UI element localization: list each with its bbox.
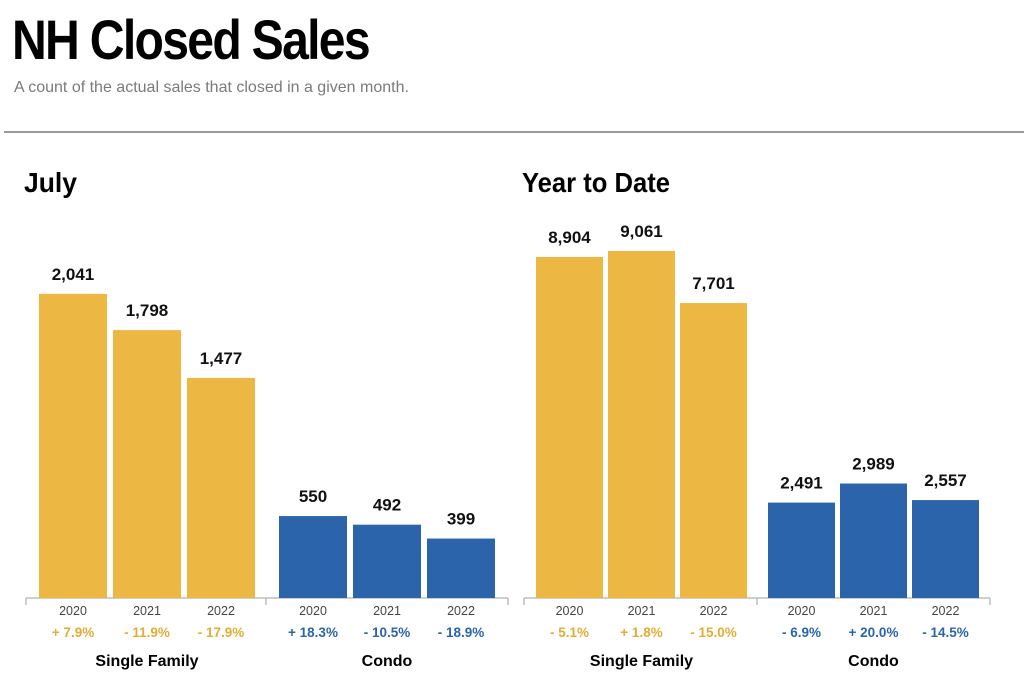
ytd-condo-year-label: 2020	[788, 604, 816, 618]
july-condo-value-label: 550	[299, 487, 327, 506]
july-single-family-year-label: 2021	[133, 604, 161, 618]
july-condo-value-label: 399	[447, 510, 475, 529]
ytd-condo-bar-2020	[768, 502, 835, 598]
ytd-condo-change-label: - 6.9%	[782, 625, 821, 640]
ytd-condo-change-label: - 14.5%	[922, 625, 969, 640]
july-single-family-bar-2021	[113, 330, 181, 598]
page-subtitle: A count of the actual sales that closed …	[14, 79, 409, 96]
ytd-single-family-change-label: - 15.0%	[690, 625, 737, 640]
ytd-condo-bar-2021	[840, 483, 907, 598]
july-condo-bar-2020	[279, 516, 347, 598]
ytd-condo-value-label: 2,491	[780, 474, 823, 493]
july-condo-year-label: 2022	[447, 604, 475, 618]
july-condo-bar-2022	[427, 538, 495, 598]
ytd-condo-value-label: 2,557	[924, 471, 967, 490]
july-single-family-change-label: + 7.9%	[52, 625, 94, 640]
ytd-condo-change-label: + 20.0%	[849, 625, 899, 640]
ytd-single-family-bar-2021	[608, 250, 675, 599]
ytd-single-family-bar-2022	[680, 303, 747, 598]
ytd-single-family-year-label: 2022	[700, 604, 728, 618]
page-title: NH Closed Sales	[12, 8, 371, 71]
july-condo-change-label: - 10.5%	[364, 625, 411, 640]
july-single-family-bar-2022	[187, 377, 255, 598]
ytd-condo-year-label: 2021	[860, 604, 888, 618]
ytd-single-family-year-label: 2020	[556, 604, 584, 618]
july-condo-change-label: - 18.9%	[438, 625, 485, 640]
july-panel-title: July	[24, 167, 77, 198]
ytd-single-family-group-label: Single Family	[590, 653, 693, 670]
header-divider	[4, 131, 1024, 133]
july-single-family-bar-2020	[39, 293, 107, 598]
july-single-family-change-label: - 17.9%	[198, 625, 245, 640]
ytd-condo-year-label: 2022	[932, 604, 960, 618]
ytd-condo-bar-2022	[912, 500, 979, 598]
july-single-family-change-label: - 11.9%	[124, 625, 170, 640]
july-single-family-year-label: 2020	[59, 604, 87, 618]
july-condo-change-label: + 18.3%	[288, 625, 338, 640]
ytd-single-family-change-label: - 5.1%	[550, 625, 589, 640]
july-single-family-value-label: 2,041	[52, 265, 95, 284]
ytd-single-family-value-label: 8,904	[548, 228, 591, 247]
july-single-family-group-label: Single Family	[95, 653, 198, 670]
july-condo-bar-2021	[353, 524, 421, 598]
july-single-family-value-label: 1,477	[200, 349, 243, 368]
ytd-condo-value-label: 2,989	[852, 455, 895, 474]
july-condo-group-label: Condo	[362, 653, 413, 670]
july-single-family-year-label: 2022	[207, 604, 235, 618]
ytd-condo-group-label: Condo	[848, 653, 899, 670]
ytd-single-family-bar-2020	[536, 256, 603, 598]
ytd-single-family-value-label: 7,701	[692, 274, 735, 293]
ytd-single-family-change-label: + 1.8%	[620, 625, 662, 640]
july-condo-year-label: 2020	[299, 604, 327, 618]
july-condo-year-label: 2021	[373, 604, 401, 618]
july-condo-value-label: 492	[373, 496, 401, 515]
ytd-single-family-year-label: 2021	[628, 604, 656, 618]
ytd-panel-title: Year to Date	[522, 167, 670, 198]
july-single-family-value-label: 1,798	[126, 301, 169, 320]
ytd-single-family-value-label: 9,061	[620, 222, 663, 241]
